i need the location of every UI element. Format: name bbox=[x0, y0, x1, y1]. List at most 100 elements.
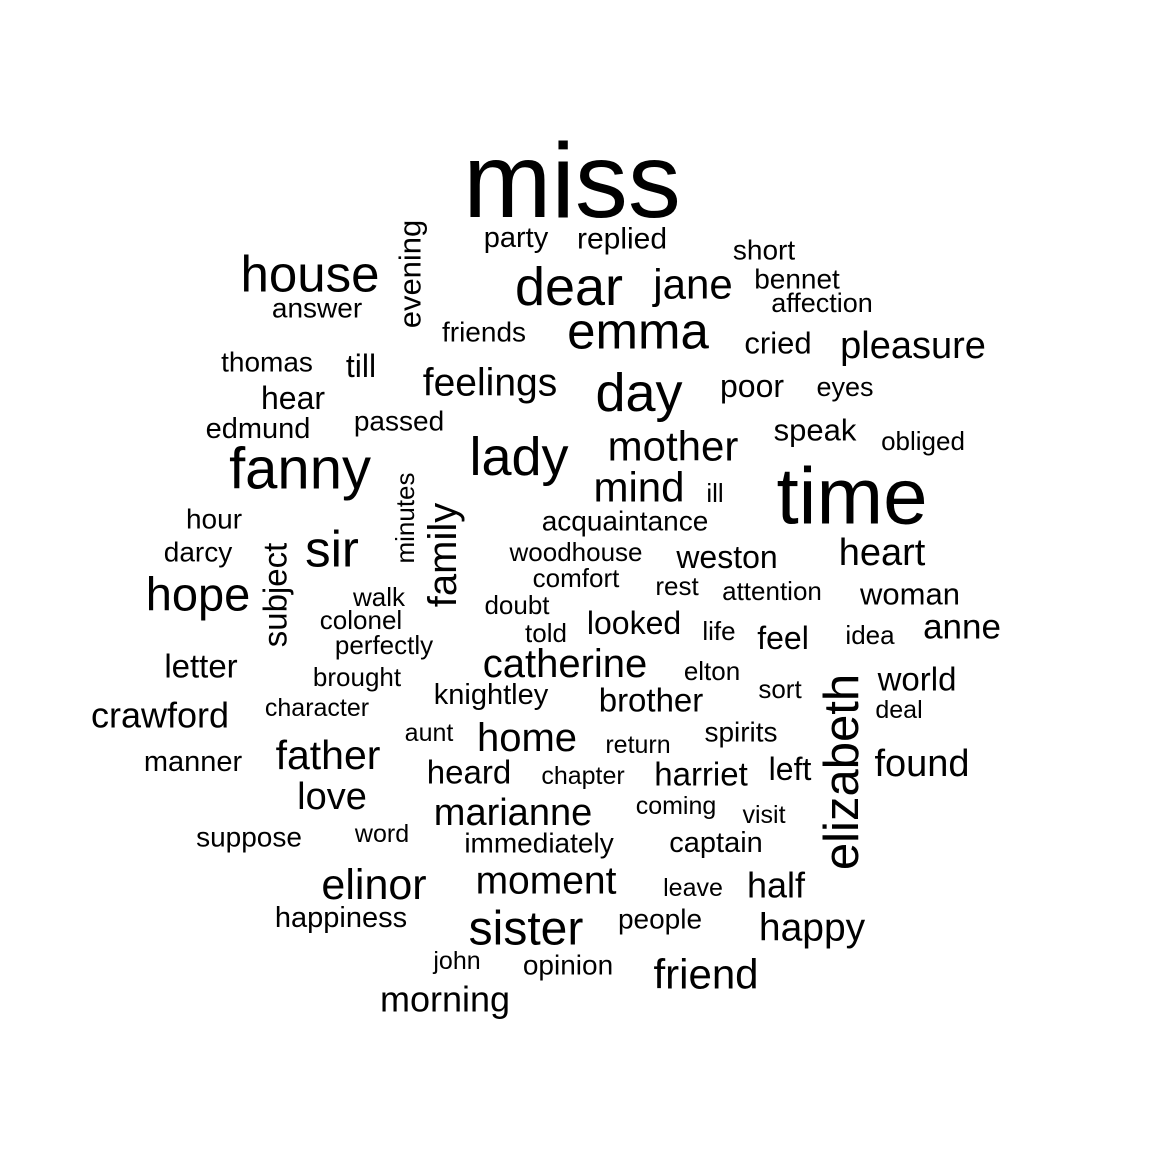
word-emma: emma bbox=[567, 303, 709, 360]
word-harriet: harriet bbox=[654, 756, 748, 793]
word-house: house bbox=[241, 246, 380, 303]
word-visit: visit bbox=[742, 801, 785, 829]
word-happy: happy bbox=[759, 907, 866, 950]
word-attention: attention bbox=[722, 576, 822, 606]
word-crawford: crawford bbox=[91, 695, 229, 736]
word-day: day bbox=[595, 363, 682, 423]
word-mother: mother bbox=[608, 423, 739, 470]
word-eyes: eyes bbox=[816, 372, 873, 402]
word-walk: walk bbox=[352, 582, 406, 612]
word-world: world bbox=[877, 661, 957, 698]
word-elizabeth: elizabeth bbox=[815, 674, 869, 870]
word-doubt: doubt bbox=[484, 590, 550, 620]
word-leave: leave bbox=[663, 874, 723, 902]
word-feelings: feelings bbox=[423, 362, 557, 405]
word-life: life bbox=[702, 616, 735, 646]
word-word: word bbox=[354, 820, 409, 848]
word-catherine: catherine bbox=[483, 642, 648, 686]
word-acquaintance: acquaintance bbox=[542, 506, 709, 537]
word-answer: answer bbox=[272, 293, 362, 324]
word-spirits: spirits bbox=[704, 717, 777, 748]
word-john: john bbox=[432, 947, 480, 975]
word-till: till bbox=[346, 348, 376, 384]
word-found: found bbox=[874, 743, 969, 785]
word-manner: manner bbox=[144, 746, 243, 778]
word-coming: coming bbox=[636, 792, 717, 820]
word-poor: poor bbox=[720, 368, 784, 404]
word-love: love bbox=[297, 776, 367, 818]
word-woman: woman bbox=[859, 577, 960, 612]
word-moment: moment bbox=[476, 860, 617, 903]
word-subject: subject bbox=[257, 543, 294, 648]
word-immediately: immediately bbox=[464, 828, 613, 859]
word-heard: heard bbox=[427, 754, 511, 791]
word-minutes: minutes bbox=[390, 472, 420, 563]
word-colonel: colonel bbox=[320, 605, 402, 635]
word-chapter: chapter bbox=[541, 762, 624, 790]
word-weston: weston bbox=[675, 539, 777, 575]
word-affection: affection bbox=[771, 288, 873, 318]
word-heart: heart bbox=[839, 532, 926, 574]
word-told: told bbox=[525, 618, 567, 648]
word-comfort: comfort bbox=[533, 563, 620, 593]
word-hour: hour bbox=[186, 504, 242, 535]
word-sir: sir bbox=[305, 521, 359, 578]
word-elton: elton bbox=[684, 656, 740, 686]
word-hear: hear bbox=[261, 380, 325, 416]
word-captain: captain bbox=[669, 827, 763, 859]
word-jane: jane bbox=[651, 261, 732, 308]
word-mind: mind bbox=[593, 464, 684, 511]
word-half: half bbox=[747, 865, 806, 906]
word-darcy: darcy bbox=[164, 537, 232, 568]
word-speak: speak bbox=[774, 413, 857, 448]
word-obliged: obliged bbox=[881, 426, 965, 456]
word-suppose: suppose bbox=[196, 822, 302, 853]
word-friend: friend bbox=[653, 951, 758, 998]
word-looked: looked bbox=[587, 605, 681, 641]
word-anne: anne bbox=[923, 608, 1001, 647]
word-passed: passed bbox=[354, 406, 444, 437]
word-ill: ill bbox=[706, 478, 723, 508]
word-bennet: bennet bbox=[754, 264, 840, 295]
word-dear: dear bbox=[515, 257, 623, 317]
word-edmund: edmund bbox=[206, 413, 311, 445]
word-brought: brought bbox=[313, 662, 402, 692]
word-marianne: marianne bbox=[434, 792, 592, 834]
word-perfectly: perfectly bbox=[335, 630, 433, 660]
word-feel: feel bbox=[757, 620, 809, 656]
word-replied: replied bbox=[577, 223, 667, 256]
word-father: father bbox=[276, 732, 381, 778]
word-thomas: thomas bbox=[221, 347, 313, 378]
word-left: left bbox=[769, 751, 812, 787]
word-lady: lady bbox=[469, 427, 568, 487]
word-morning: morning bbox=[380, 979, 510, 1020]
word-friends: friends bbox=[442, 317, 526, 348]
word-character: character bbox=[265, 694, 369, 722]
word-happiness: happiness bbox=[275, 902, 407, 934]
word-pleasure: pleasure bbox=[840, 325, 986, 367]
word-fanny: fanny bbox=[229, 437, 371, 502]
word-sort: sort bbox=[758, 674, 802, 704]
word-people: people bbox=[618, 904, 702, 935]
word-miss: miss bbox=[463, 122, 681, 240]
word-cried: cried bbox=[744, 326, 811, 361]
word-party: party bbox=[484, 222, 549, 254]
word-return: return bbox=[605, 731, 670, 759]
word-evening: evening bbox=[393, 220, 428, 329]
word-idea: idea bbox=[845, 620, 895, 650]
word-brother: brother bbox=[599, 682, 704, 719]
word-time: time bbox=[776, 452, 927, 541]
word-elinor: elinor bbox=[321, 861, 426, 909]
word-family: family bbox=[421, 503, 465, 607]
word-home: home bbox=[477, 716, 577, 760]
word-sister: sister bbox=[469, 903, 584, 956]
word-woodhouse: woodhouse bbox=[509, 537, 643, 567]
word-short: short bbox=[733, 235, 795, 266]
word-letter: letter bbox=[164, 648, 237, 685]
word-knightley: knightley bbox=[434, 679, 549, 711]
word-hope: hope bbox=[146, 568, 251, 621]
word-opinion: opinion bbox=[523, 950, 613, 981]
word-rest: rest bbox=[655, 571, 699, 601]
